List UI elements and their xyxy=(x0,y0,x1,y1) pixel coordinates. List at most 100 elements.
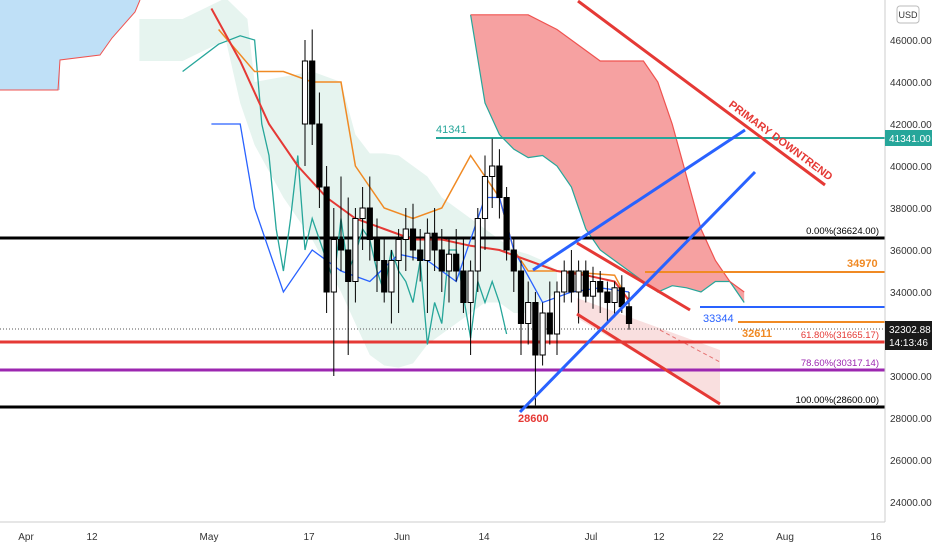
candle-down xyxy=(625,306,633,325)
label-28600: 28600 xyxy=(518,413,549,425)
candle-down xyxy=(381,260,388,293)
label-41341: 41341 xyxy=(436,124,467,136)
candle-down xyxy=(532,302,539,356)
time-tick-label: 14 xyxy=(478,532,490,543)
label-32611: 32611 xyxy=(742,328,772,340)
candle-down xyxy=(503,197,510,251)
last-price-text: 32302.88 xyxy=(889,325,931,336)
price-tick-label: 38000.00 xyxy=(890,204,932,215)
candle-up xyxy=(359,207,366,219)
time-tick-label: Jul xyxy=(585,532,598,543)
primary-downtrend-line xyxy=(577,0,826,187)
candle-layer xyxy=(301,29,633,406)
candle-up xyxy=(611,287,618,303)
time-axis[interactable]: Apr 12 May 17 Jun 14 Jul 12 22 Aug 16 xyxy=(0,521,932,550)
senkou-a-line xyxy=(470,14,745,293)
price-tick-label: 44000.00 xyxy=(890,78,932,89)
candle-down xyxy=(517,270,525,324)
time-tick-label: Aug xyxy=(776,532,794,543)
candle-up xyxy=(575,270,582,293)
candle-down xyxy=(373,239,381,261)
label-33344: 33344 xyxy=(703,313,734,325)
candle-down xyxy=(496,165,503,198)
candle-down xyxy=(582,270,589,297)
candle-up xyxy=(352,218,359,282)
fib-786-label: 78.60%(30317.14) xyxy=(801,358,879,369)
price-badge-41341-text: 41341.00 xyxy=(889,134,931,145)
time-tick-label: 22 xyxy=(712,532,724,543)
candle-up xyxy=(589,281,597,297)
time-tick-label: Jun xyxy=(394,532,410,543)
ichimoku-cloud-upper-left xyxy=(0,0,140,90)
price-tick-label: 24000.00 xyxy=(890,498,932,509)
candle-down xyxy=(438,249,445,272)
currency-label: USD xyxy=(898,10,918,20)
price-tick-label: 40000.00 xyxy=(890,162,932,173)
price-tick-label: 28000.00 xyxy=(890,414,932,425)
senkou-a-line-left xyxy=(0,0,141,91)
candle-up xyxy=(489,165,496,177)
candle-up xyxy=(388,260,395,293)
candle-down xyxy=(417,249,424,261)
currency-button[interactable] xyxy=(896,5,920,24)
candle-down xyxy=(597,281,604,293)
candle-up xyxy=(445,253,453,272)
candle-up xyxy=(395,239,402,261)
candle-up xyxy=(481,176,489,219)
candle-up xyxy=(301,60,309,125)
candle-up xyxy=(561,270,568,293)
candle-up xyxy=(525,302,532,324)
fib-100-label: 100.00%(28600.00) xyxy=(796,395,879,406)
time-tick-label: 16 xyxy=(870,532,882,543)
channel-upper-red-line xyxy=(576,241,691,312)
time-tick-label: May xyxy=(200,532,219,543)
price-tick-label: 26000.00 xyxy=(890,456,932,467)
price-tick-label: 30000.00 xyxy=(890,372,932,383)
last-price-badge xyxy=(885,321,932,350)
candle-down xyxy=(460,270,467,303)
candle-down xyxy=(453,253,460,272)
candle-down xyxy=(431,232,438,251)
candle-up xyxy=(474,218,481,272)
time-tick-label: Apr xyxy=(18,532,34,543)
ichimoku-cloud-green xyxy=(139,0,557,368)
candle-down xyxy=(337,239,345,251)
time-tick-label: 17 xyxy=(303,532,315,543)
candle-up xyxy=(553,291,561,335)
candle-down xyxy=(604,291,611,303)
candle-up xyxy=(330,239,337,293)
senkou-b-line xyxy=(470,14,745,303)
candle-down xyxy=(546,312,553,335)
fib-0-label: 0.00%(36624.00) xyxy=(806,226,879,237)
candle-down xyxy=(316,123,323,188)
blue-trendline-upper xyxy=(532,128,746,272)
candle-down xyxy=(366,207,373,240)
cloud-layer xyxy=(139,0,745,368)
price-tick-label: 46000.00 xyxy=(890,36,932,47)
candle-down xyxy=(409,228,417,251)
candle-down xyxy=(510,249,517,272)
countdown-text: 14:13:46 xyxy=(889,338,928,349)
candle-down xyxy=(309,60,316,125)
price-tick-label: 34000.00 xyxy=(890,288,932,299)
time-tick-label: 12 xyxy=(653,532,665,543)
candle-down xyxy=(345,249,352,282)
price-tick-label: 36000.00 xyxy=(890,246,932,257)
candle-up xyxy=(402,228,409,240)
price-axis[interactable]: USD 46000.00 44000.00 42000.00 40000.00 3800… xyxy=(884,0,932,522)
price-badge-41341 xyxy=(885,130,932,146)
candle-down xyxy=(323,186,330,293)
ichimoku-cloud-red xyxy=(470,14,745,303)
candle-up xyxy=(424,232,431,261)
fib-618-label: 61.80%(31665.17) xyxy=(801,330,879,341)
projected-dashed-line xyxy=(659,329,721,363)
candle-down xyxy=(568,270,575,293)
candle-down xyxy=(618,287,625,308)
label-34970: 34970 xyxy=(847,258,878,270)
candle-up xyxy=(467,270,474,303)
time-ticks: Apr 12 May 17 Jun 14 Jul 12 22 Aug 16 xyxy=(18,532,882,543)
price-tick-label: 42000.00 xyxy=(890,120,932,131)
time-tick-label: 12 xyxy=(86,532,98,543)
